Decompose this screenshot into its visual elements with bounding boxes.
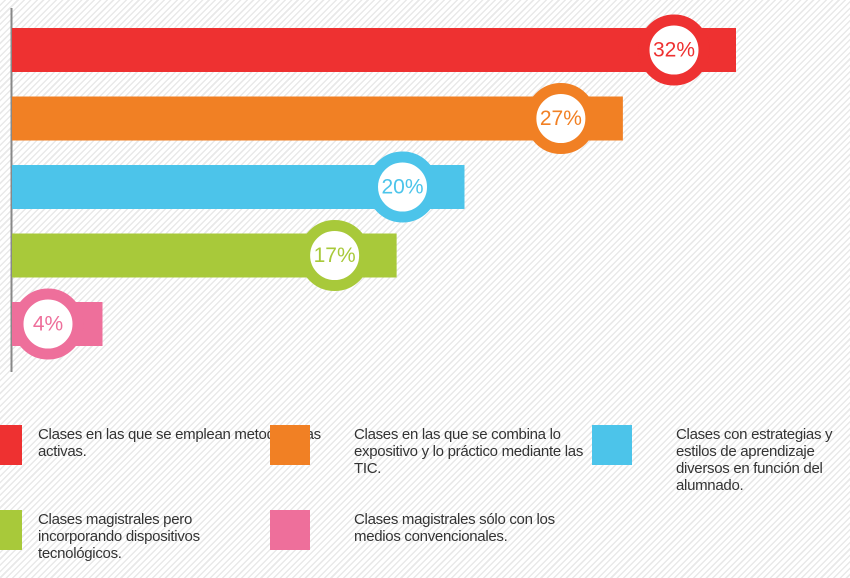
legend-label: Clases magistrales pero incorporando dis… xyxy=(38,511,200,562)
legend-swatch xyxy=(270,510,310,550)
legend-swatch xyxy=(0,510,22,550)
legend-label: Clases magistrales sólo con los medios c… xyxy=(354,511,555,545)
legend-swatch xyxy=(0,425,22,465)
legend-swatch xyxy=(270,425,310,465)
value-badge xyxy=(367,151,438,223)
legend-label: Clases en las que se emplean metodología… xyxy=(38,426,321,460)
legend-label: Clases en las que se combina lo expositi… xyxy=(354,426,584,477)
bar xyxy=(12,28,736,72)
value-badge xyxy=(299,220,371,291)
value-label: 27% xyxy=(540,107,582,130)
value-badge xyxy=(12,288,84,360)
legend-label: Clases con estrategias y estilos de apre… xyxy=(676,426,833,494)
value-label: 20% xyxy=(381,176,423,199)
value-label: 32% xyxy=(653,39,695,62)
chart: 32% 27% 20% 17% 4% xyxy=(10,8,736,372)
bar xyxy=(12,96,623,141)
legend-swatch xyxy=(592,425,632,465)
value-label: 4% xyxy=(33,313,63,336)
value-badge xyxy=(525,83,597,154)
value-badge xyxy=(638,14,710,86)
value-label: 17% xyxy=(314,244,356,267)
